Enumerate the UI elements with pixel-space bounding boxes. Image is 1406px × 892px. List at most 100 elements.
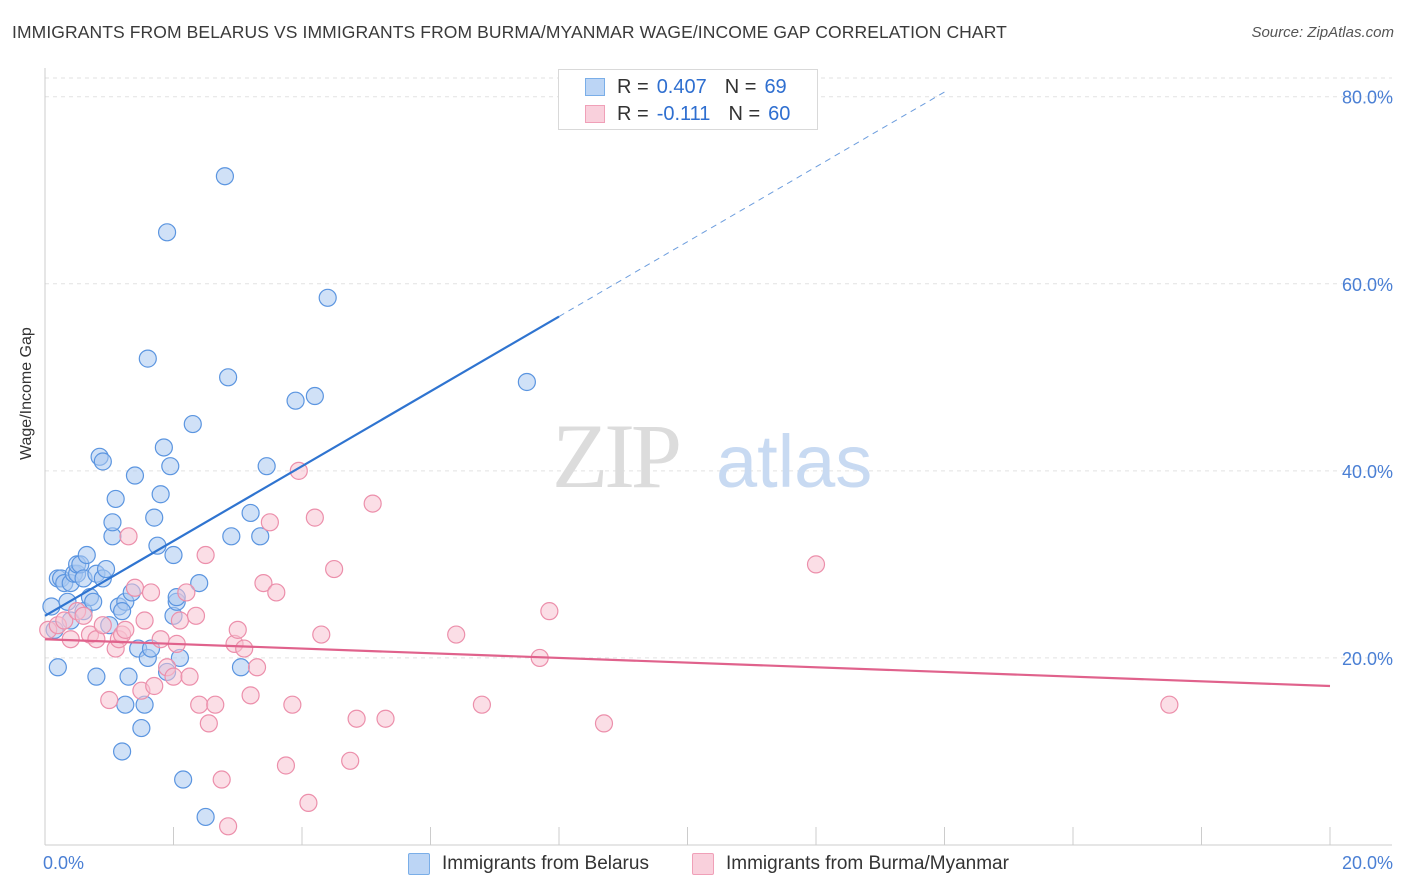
data-point [190,573,209,593]
data-point [186,606,206,625]
series-points-1 [39,461,1179,836]
legend-r-value: -0.111 [656,102,711,125]
axes [44,68,1392,846]
trend-line-0 [44,315,560,617]
data-point [235,639,254,658]
data-point [177,583,196,602]
data-point [135,611,154,630]
data-point [312,625,331,644]
source-label: Source: ZipAtlas.com [1251,24,1394,41]
data-point [93,616,112,635]
y-tick-label: 40.0% [1342,462,1393,482]
legend-r-label: R = [617,75,649,98]
data-point [228,620,247,639]
data-point [254,573,273,593]
legend-row-belarus: R = 0.407 N = 69 [585,75,787,99]
data-point [141,583,161,602]
data-point [84,592,103,611]
y-tick-label: 60.0% [1342,275,1393,295]
legend-n-label: N = [724,75,757,98]
legend-r-label: R = [617,102,649,125]
data-point [219,368,238,387]
data-point [219,817,238,836]
data-point [154,438,173,457]
data-point [260,513,279,532]
watermark: ZIP atlas [552,405,872,507]
data-point [215,167,234,186]
tick-labels: 20.0% 40.0% 60.0% 80.0% 0.0% 20.0% [43,88,1393,873]
data-point [257,457,276,476]
trend-line-1 [44,638,1331,688]
data-point [138,349,157,368]
data-point [119,667,138,686]
data-point [55,611,74,630]
data-point [106,489,125,509]
legend-swatch-belarus [585,78,605,96]
gridlines [45,77,1392,659]
legend-n-label: N = [728,102,761,125]
data-point [305,508,324,527]
data-point [231,658,251,677]
data-point [241,503,260,523]
legend-n-value: 69 [764,75,787,98]
data-point [241,686,260,705]
data-point [267,583,286,602]
x-tick-label: 20.0% [1342,853,1393,873]
data-point [164,667,183,686]
data-point [806,555,826,574]
y-tick-label: 20.0% [1342,649,1393,669]
data-point [125,578,145,597]
data-point [77,545,96,565]
watermark-zip: ZIP [552,405,679,507]
data-point [174,770,193,789]
series-name-burma: Immigrants from Burma/Myanmar [726,853,1009,874]
data-point [125,466,145,485]
data-point [472,695,491,714]
data-point [145,676,164,696]
data-point [363,494,382,513]
data-point [1160,695,1179,714]
series-name-belarus: Immigrants from Belarus [442,853,649,874]
data-point [151,485,170,504]
series-legend-belarus: Immigrants from Belarus [408,851,649,877]
data-point [132,718,151,738]
series-swatch-burma [692,853,714,875]
data-point [157,223,177,242]
data-point [196,545,215,565]
data-point [286,391,305,410]
data-point [325,559,344,579]
data-point [116,695,135,714]
data-point [222,527,241,546]
data-point [251,527,270,546]
data-point [145,508,164,527]
data-point [100,690,119,710]
data-point [112,602,132,621]
series-points-0 [42,167,536,827]
data-point [199,714,218,733]
data-point [180,667,199,686]
y-tick-label: 80.0% [1342,88,1393,108]
data-point [161,457,180,476]
data-point [170,611,190,630]
watermark-atlas: atlas [716,420,872,503]
correlation-legend: R = 0.407 N = 69 R = -0.111 N = 60 [558,69,818,130]
data-point [540,602,559,621]
data-point [103,513,122,532]
legend-r-value: 0.407 [656,75,707,98]
data-point [116,620,135,639]
data-point [48,658,67,677]
series-swatch-belarus [408,853,430,875]
legend-n-value: 60 [768,102,791,125]
legend-row-burma: R = -0.111 N = 60 [585,102,790,126]
data-point [318,288,337,307]
data-point [347,709,366,728]
y-axis-label: Wage/Income Gap [18,327,35,460]
data-point [376,709,395,728]
data-point [517,372,536,392]
series-legend-burma: Immigrants from Burma/Myanmar [692,851,1009,877]
legend-swatch-burma [585,105,605,123]
data-point [112,742,132,761]
data-point [151,630,170,649]
data-point [96,559,116,579]
